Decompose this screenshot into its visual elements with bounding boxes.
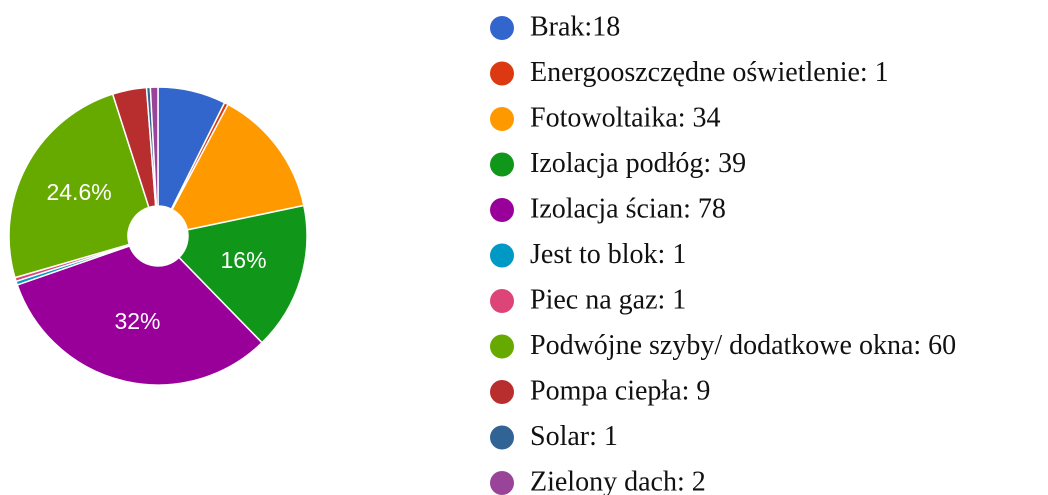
legend-label: Energooszczędne oświetlenie: 1 (530, 57, 889, 88)
legend-swatch (490, 425, 514, 450)
legend-label: Izolacja ścian: 78 (530, 193, 726, 224)
legend-swatch (490, 198, 514, 222)
legend-swatch (490, 380, 514, 404)
legend-swatch (490, 61, 514, 86)
legend-swatch (490, 243, 514, 268)
pie-slice (8, 93, 150, 279)
legend-label: Pompa ciepła: 9 (530, 375, 710, 406)
legend-swatch (490, 334, 514, 359)
legend-label: Solar: 1 (530, 421, 618, 452)
legend-swatch (490, 471, 514, 495)
pie-slice (149, 86, 159, 207)
pie-slice (16, 244, 264, 386)
legend-label: Zielony dach: 2 (530, 466, 706, 495)
legend-label: Fotowoltaika: 34 (530, 102, 721, 133)
legend-label: Brak:18 (530, 11, 620, 42)
slice-label: 16% (220, 247, 266, 273)
legend-swatch (490, 16, 514, 40)
legend-label: Jest to blok: 1 (530, 239, 686, 270)
legend-swatch (490, 152, 514, 177)
slice-label: 24.6% (46, 179, 111, 205)
legend-label: Izolacja podłóg: 39 (530, 148, 746, 179)
pie-slice (177, 204, 308, 344)
legend-swatch (490, 107, 514, 131)
slice-label: 32% (114, 308, 160, 334)
legend-label: Piec na gaz: 1 (530, 284, 686, 315)
legend-label: Podwójne szyby/ dodatkowe okna: 60 (530, 330, 956, 361)
pie-slice (171, 103, 305, 231)
legend-swatch (490, 289, 514, 313)
